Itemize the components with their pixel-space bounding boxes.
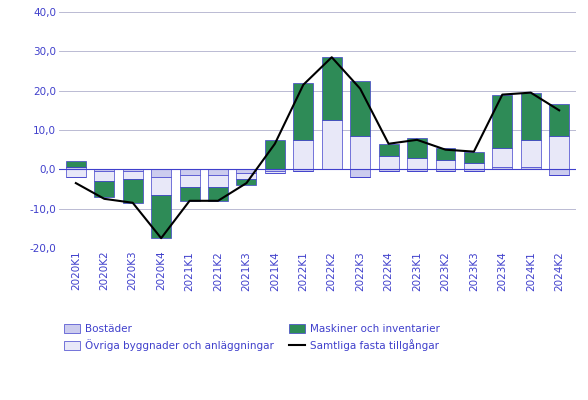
Bar	[66, 162, 86, 167]
Bar	[521, 167, 541, 169]
Bar	[521, 140, 541, 167]
Bar	[436, 169, 456, 171]
Bar	[179, 175, 199, 187]
Bar	[379, 144, 399, 156]
Bar	[293, 169, 313, 171]
Bar	[464, 169, 484, 171]
Bar	[379, 169, 399, 171]
Bar	[123, 169, 143, 171]
Bar	[236, 179, 256, 185]
Bar	[379, 156, 399, 169]
Bar	[492, 148, 512, 167]
Bar	[407, 169, 427, 171]
Bar	[322, 120, 342, 169]
Bar	[407, 138, 427, 158]
Bar	[265, 169, 285, 171]
Bar	[123, 171, 143, 179]
Bar	[549, 104, 569, 136]
Bar	[151, 177, 171, 195]
Bar	[94, 169, 114, 171]
Bar	[208, 175, 228, 187]
Bar	[464, 152, 484, 164]
Bar	[464, 164, 484, 169]
Bar	[293, 140, 313, 169]
Bar	[549, 136, 569, 169]
Bar	[179, 169, 199, 175]
Bar	[407, 158, 427, 169]
Bar	[94, 181, 114, 197]
Bar	[66, 169, 86, 177]
Bar	[151, 169, 171, 177]
Bar	[492, 95, 512, 148]
Bar	[492, 167, 512, 169]
Bar	[549, 169, 569, 175]
Bar	[436, 160, 456, 169]
Bar	[350, 169, 370, 177]
Bar	[151, 195, 171, 238]
Bar	[236, 173, 256, 179]
Bar	[236, 169, 256, 173]
Bar	[436, 148, 456, 160]
Bar	[293, 83, 313, 140]
Bar	[322, 57, 342, 120]
Bar	[94, 171, 114, 181]
Bar	[350, 136, 370, 169]
Bar	[179, 187, 199, 201]
Bar	[265, 140, 285, 169]
Bar	[521, 93, 541, 140]
Legend: Bostäder, Övriga byggnader och anläggningar, Maskiner och inventarier, Samtliga : Bostäder, Övriga byggnader och anläggnin…	[64, 324, 440, 351]
Bar	[350, 81, 370, 136]
Bar	[208, 187, 228, 201]
Bar	[123, 179, 143, 203]
Bar	[208, 169, 228, 175]
Bar	[265, 171, 285, 173]
Bar	[66, 167, 86, 169]
